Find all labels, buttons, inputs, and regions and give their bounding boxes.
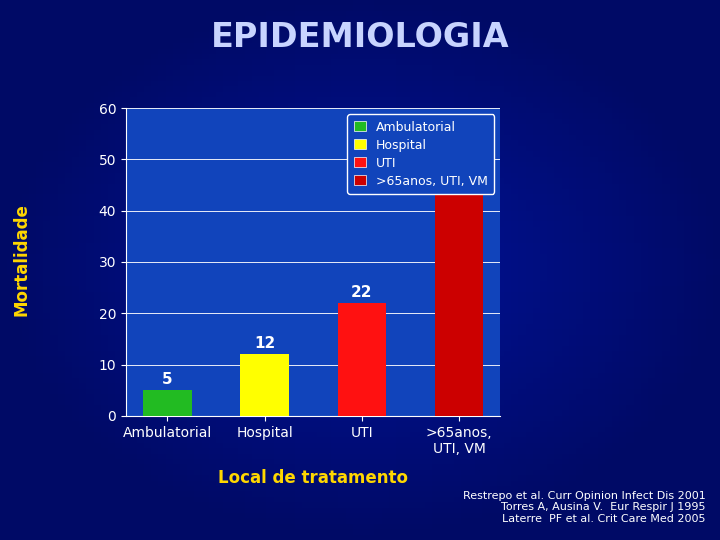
- Bar: [240, 354, 289, 416]
- Bar: [435, 134, 483, 416]
- Text: Mortalidade: Mortalidade: [12, 202, 30, 316]
- Text: EPIDEMIOLOGIA: EPIDEMIOLOGIA: [211, 21, 509, 55]
- Legend: Ambulatorial, Hospital, UTI, >65anos, UTI, VM: Ambulatorial, Hospital, UTI, >65anos, UT…: [347, 114, 494, 194]
- Text: 12: 12: [254, 336, 275, 351]
- Text: 22: 22: [351, 285, 372, 300]
- Text: Restrepo et al. Curr Opinion Infect Dis 2001
Torres A, Ausina V.  Eur Respir J 1: Restrepo et al. Curr Opinion Infect Dis …: [463, 491, 706, 524]
- Text: 55: 55: [449, 116, 469, 131]
- Bar: [143, 390, 192, 416]
- Bar: [338, 303, 386, 416]
- Text: 5: 5: [162, 372, 173, 387]
- Text: Local de tratamento: Local de tratamento: [218, 469, 408, 487]
